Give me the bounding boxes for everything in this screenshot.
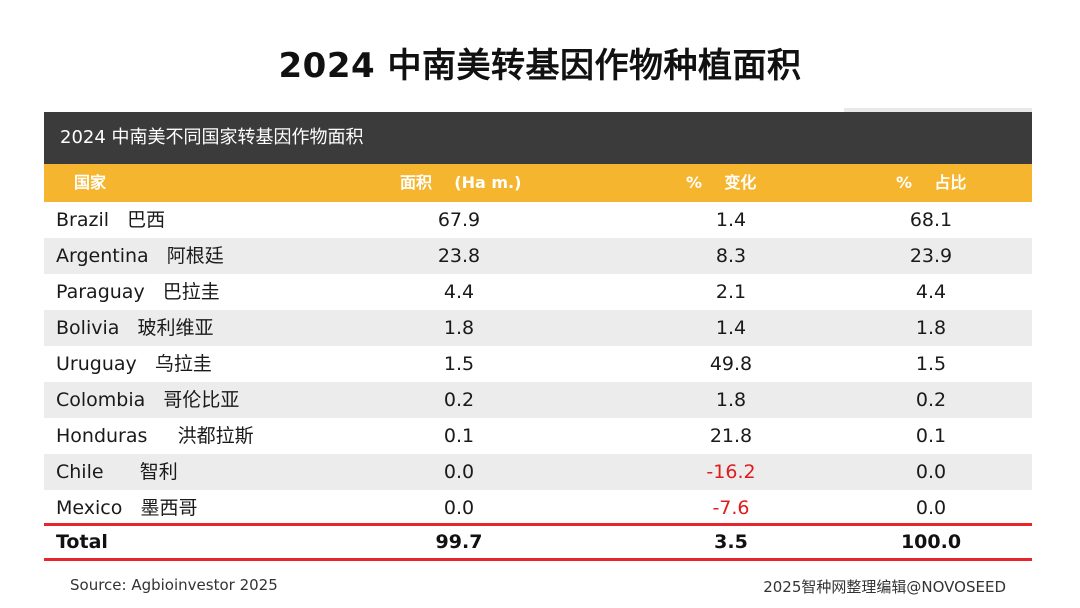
table-row: Chile 智利 0.0 -16.2 0.0	[44, 454, 1032, 490]
area-cell: 23.8	[437, 245, 481, 267]
share-cell: 1.8	[915, 317, 947, 339]
header-change: % 变化	[686, 173, 757, 192]
share-cell: 4.4	[915, 281, 947, 303]
country-cell: Argentina 阿根廷	[56, 245, 224, 267]
page-title: 2024 中南美转基因作物种植面积	[278, 46, 802, 86]
total-share: 100.0	[900, 531, 962, 553]
country-cell: Uruguay 乌拉圭	[56, 353, 212, 375]
table-row: Bolivia 玻利维亚 1.8 1.4 1.8	[44, 310, 1032, 346]
area-cell: 0.2	[443, 389, 475, 411]
change-cell: 1.4	[715, 317, 747, 339]
top-divider	[844, 108, 1032, 112]
share-cell: 0.0	[915, 497, 947, 519]
country-cell: Mexico 墨西哥	[56, 497, 198, 519]
change-cell: -16.2	[706, 461, 756, 483]
table-subtitle: 2024 中南美不同国家转基因作物面积	[44, 112, 1032, 164]
change-cell: 8.3	[715, 245, 747, 267]
area-cell: 0.1	[443, 425, 475, 447]
total-label: Total	[56, 531, 108, 553]
change-cell: 49.8	[709, 353, 753, 375]
credit-note: 2025智种网整理编辑@NOVOSEED	[763, 578, 1006, 596]
table-row: Honduras 洪都拉斯 0.1 21.8 0.1	[44, 418, 1032, 454]
change-cell: 1.4	[715, 209, 747, 231]
table-row: Brazil 巴西 67.9 1.4 68.1	[44, 202, 1032, 238]
share-cell: 23.9	[909, 245, 953, 267]
total-area: 99.7	[435, 531, 483, 553]
source-note: Source: Agbioinvestor 2025	[70, 576, 278, 594]
header-area: 面积 (Ha m.)	[400, 173, 522, 192]
area-cell: 4.4	[443, 281, 475, 303]
share-cell: 0.1	[915, 425, 947, 447]
header-country: 国家	[74, 173, 107, 192]
area-cell: 1.5	[443, 353, 475, 375]
table-row: Paraguay 巴拉圭 4.4 2.1 4.4	[44, 274, 1032, 310]
total-row: Total 99.7 3.5 100.0	[44, 523, 1032, 561]
table-row: Argentina 阿根廷 23.8 8.3 23.9	[44, 238, 1032, 274]
change-cell: 2.1	[715, 281, 747, 303]
area-cell: 0.0	[443, 461, 475, 483]
header-share: % 占比	[896, 173, 967, 192]
change-cell: 21.8	[709, 425, 753, 447]
change-cell: -7.6	[712, 497, 750, 519]
table-row: Uruguay 乌拉圭 1.5 49.8 1.5	[44, 346, 1032, 382]
table-header-row: 国家 面积 (Ha m.) % 变化 % 占比	[44, 164, 1032, 202]
country-cell: Brazil 巴西	[56, 209, 166, 231]
country-cell: Paraguay 巴拉圭	[56, 281, 220, 303]
share-cell: 1.5	[915, 353, 947, 375]
country-cell: Chile 智利	[56, 461, 178, 483]
area-cell: 0.0	[443, 497, 475, 519]
share-cell: 0.2	[915, 389, 947, 411]
total-change: 3.5	[714, 531, 748, 553]
country-cell: Colombia 哥伦比亚	[56, 389, 240, 411]
table-row: Colombia 哥伦比亚 0.2 1.8 0.2	[44, 382, 1032, 418]
country-cell: Bolivia 玻利维亚	[56, 317, 214, 339]
area-cell: 67.9	[437, 209, 481, 231]
area-cell: 1.8	[443, 317, 475, 339]
country-cell: Honduras 洪都拉斯	[56, 425, 254, 447]
share-cell: 0.0	[915, 461, 947, 483]
share-cell: 68.1	[909, 209, 953, 231]
change-cell: 1.8	[715, 389, 747, 411]
table-row: Mexico 墨西哥 0.0 -7.6 0.0	[44, 490, 1032, 526]
